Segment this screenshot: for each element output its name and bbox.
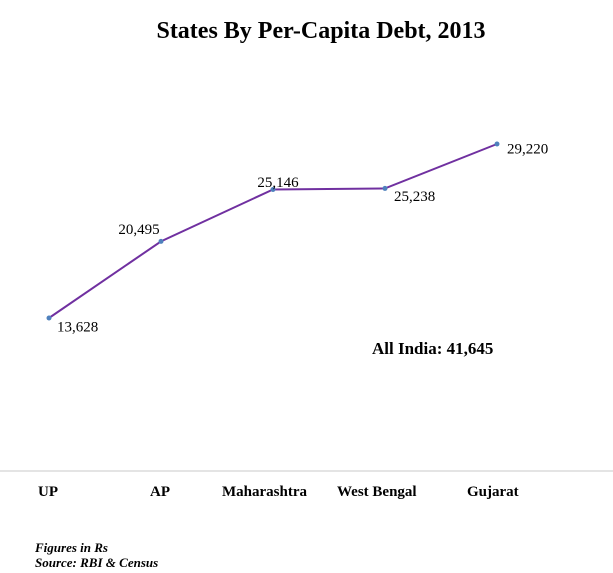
data-label: 13,628	[57, 319, 98, 335]
data-label: 29,220	[507, 141, 548, 157]
data-label: 20,495	[118, 222, 159, 238]
series-line	[48, 143, 498, 319]
data-point	[46, 315, 52, 321]
category-label: UP	[38, 484, 58, 500]
series-layer: 13,628 20,495 25,146 25,238 29,220	[46, 141, 548, 335]
category-label: Gujarat	[467, 484, 519, 500]
units-note: Figures in Rs	[35, 540, 108, 555]
category-label: Maharashtra	[222, 484, 307, 500]
footnotes: Figures in Rs Source: RBI & Census	[35, 540, 158, 570]
category-label: West Bengal	[337, 484, 417, 500]
data-point	[158, 238, 164, 244]
data-point	[270, 186, 276, 192]
data-label: 25,146	[257, 175, 299, 191]
chart-title: States By Per-Capita Debt, 2013	[156, 18, 485, 44]
data-label: 25,238	[394, 189, 435, 205]
data-point	[382, 185, 388, 191]
source-note: Source: RBI & Census	[35, 555, 159, 570]
data-point	[494, 141, 500, 147]
category-labels: UP AP Maharashtra West Bengal Gujarat	[38, 484, 519, 500]
all-india-annotation: All India: 41,645	[372, 339, 493, 358]
category-label: AP	[150, 484, 170, 500]
